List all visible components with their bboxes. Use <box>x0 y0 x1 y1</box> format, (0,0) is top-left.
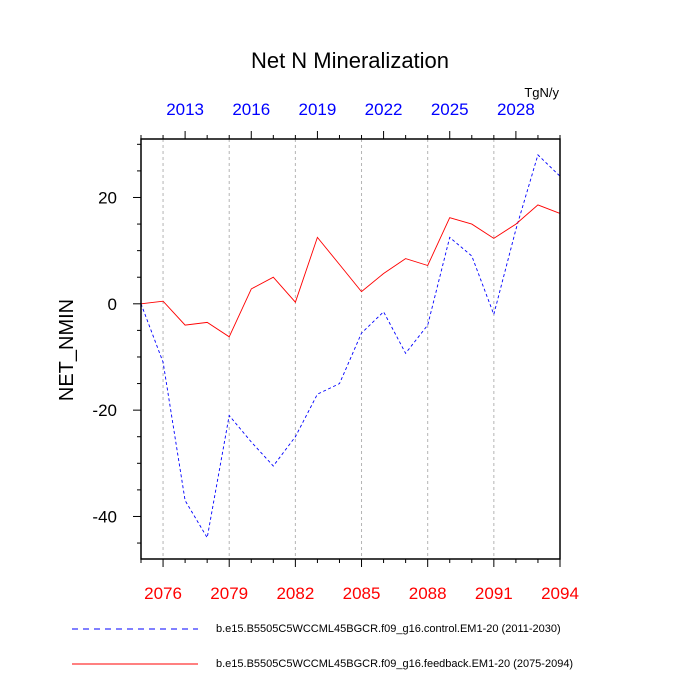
y-axis-label: NET_NMIN <box>56 299 78 401</box>
x-tick-label-top: 2013 <box>166 100 204 119</box>
series-line-control <box>140 154 561 539</box>
x-tick-label-bottom: 2082 <box>276 584 314 603</box>
x-tick-label-top: 2028 <box>497 100 535 119</box>
legend-item-feedback: b.e15.B5505C5WCCML45BGCR.f09_g16.feedbac… <box>72 654 573 674</box>
x-tick-label-top: 2016 <box>232 100 270 119</box>
x-tick-label-bottom: 2076 <box>144 584 182 603</box>
legend-swatch-feedback <box>72 663 198 665</box>
x-tick-label-top: 2022 <box>365 100 403 119</box>
series-line-feedback <box>140 204 561 338</box>
units-label: TgN/y <box>524 85 559 100</box>
legend-swatch-control <box>72 628 198 630</box>
plot-frame <box>140 138 561 560</box>
x-tick-label-bottom: 2094 <box>541 584 579 603</box>
legend-label-control: b.e15.B5505C5WCCML45BGCR.f09_g16.control… <box>216 623 561 635</box>
tick-labels: 2076 2079 2082 2085 2088 2091 2094 2013 2016 2019… <box>92 100 578 603</box>
y-tick-label: 20 <box>98 188 117 207</box>
legend-item-control: b.e15.B5505C5WCCML45BGCR.f09_g16.control… <box>72 619 561 639</box>
x-tick-label-bottom: 2085 <box>343 584 381 603</box>
y-tick-label: -40 <box>92 507 117 526</box>
x-tick-label-top: 2025 <box>431 100 469 119</box>
series-lines <box>140 154 561 539</box>
legend-label-feedback: b.e15.B5505C5WCCML45BGCR.f09_g16.feedbac… <box>216 658 574 670</box>
y-tick-label: 0 <box>108 295 117 314</box>
axis-ticks <box>133 131 561 567</box>
x-tick-label-top: 2019 <box>299 100 337 119</box>
grid-lines <box>162 139 495 559</box>
x-tick-label-bottom: 2088 <box>409 584 447 603</box>
chart-title: Net N Mineralization <box>251 48 449 73</box>
x-tick-label-bottom: 2079 <box>210 584 248 603</box>
x-tick-label-bottom: 2091 <box>475 584 513 603</box>
y-tick-label: -20 <box>92 401 117 420</box>
